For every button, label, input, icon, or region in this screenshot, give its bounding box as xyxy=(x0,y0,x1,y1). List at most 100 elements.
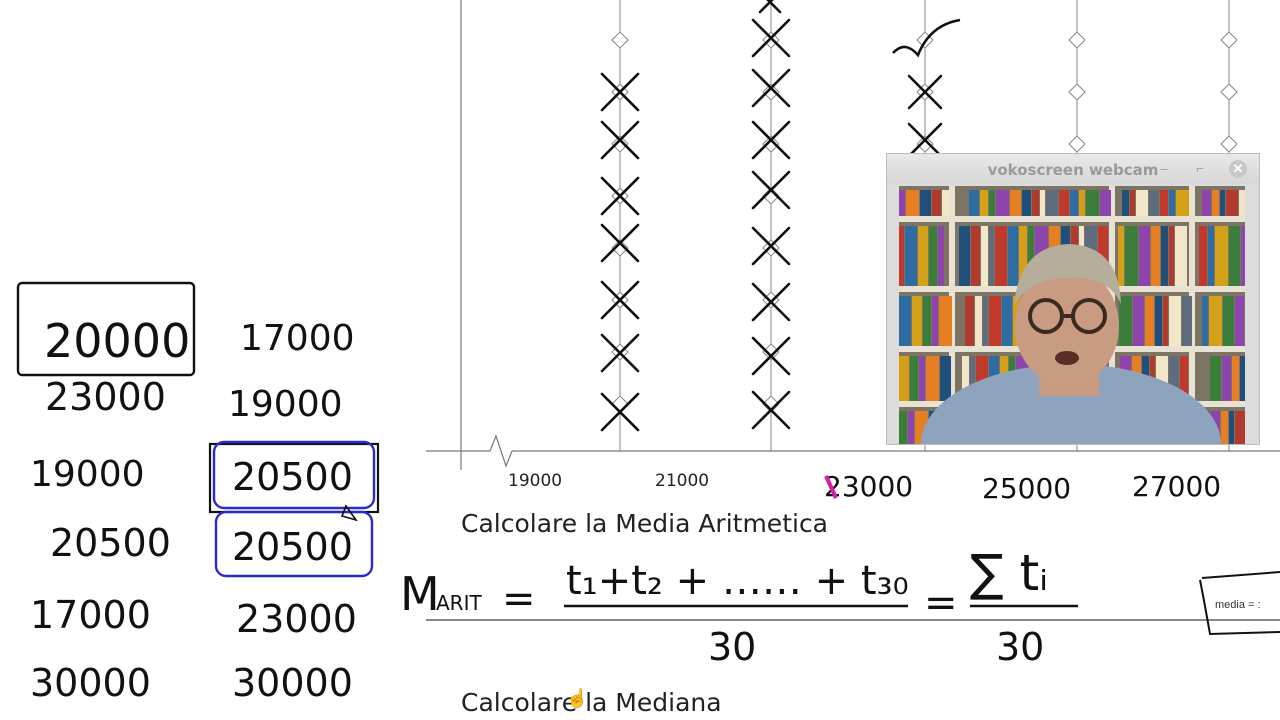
heading-media: Calcolare la Media Aritmetica xyxy=(461,509,829,538)
book xyxy=(1240,356,1245,401)
cross-mark xyxy=(907,122,943,158)
arithmetic-mean-formula: M ARIT = t₁+t₂ + …… + t₃₀ 30 = ∑ tᵢ 30 xyxy=(400,544,1078,669)
book xyxy=(899,356,909,401)
value-col2-5: 23000 xyxy=(236,597,357,641)
book xyxy=(905,226,917,286)
cross-mark xyxy=(751,68,791,108)
cross-mark xyxy=(600,223,640,263)
book xyxy=(965,296,974,346)
book xyxy=(1046,190,1058,216)
minimize-icon[interactable]: – xyxy=(1160,161,1168,176)
cross-mark xyxy=(600,176,640,216)
book xyxy=(1119,296,1132,346)
book xyxy=(959,226,970,286)
book xyxy=(1040,190,1045,216)
book xyxy=(940,356,951,401)
media-box-label: media = : xyxy=(1215,599,1261,611)
cross-mark xyxy=(758,0,782,14)
book xyxy=(989,226,994,286)
book xyxy=(1086,190,1099,216)
book xyxy=(899,411,907,444)
cross-mark xyxy=(600,280,640,320)
diamond-marker xyxy=(1220,135,1238,153)
formula-numerator: t₁+t₂ + …… + t₃₀ xyxy=(566,558,909,604)
box-blue-median-2 xyxy=(214,510,374,578)
book xyxy=(1229,226,1240,286)
book xyxy=(932,296,938,346)
book xyxy=(1155,296,1162,346)
diamond-marker xyxy=(611,135,629,153)
book xyxy=(906,190,919,216)
cross-mark xyxy=(751,390,791,430)
diamond-marker xyxy=(762,31,780,49)
formula-sum-numerator: ∑ tᵢ xyxy=(970,544,1048,602)
media-result-box[interactable]: media = : xyxy=(1207,575,1280,635)
book xyxy=(1139,226,1150,286)
webcam-window[interactable]: vokoscreen webcam – ⌐ ✕ xyxy=(886,153,1260,445)
webcam-titlebar[interactable]: vokoscreen webcam – ⌐ ✕ xyxy=(887,154,1259,184)
x-axis xyxy=(426,434,1280,468)
book xyxy=(929,226,937,286)
book xyxy=(1241,226,1245,286)
book xyxy=(1235,411,1245,444)
book xyxy=(1169,190,1175,216)
cross-mark xyxy=(751,18,791,58)
book xyxy=(938,226,944,286)
cross-marks xyxy=(600,0,943,432)
formula-sum-denominator: 30 xyxy=(996,625,1044,669)
book xyxy=(1019,226,1027,286)
book xyxy=(1125,226,1138,286)
formula-denominator: 30 xyxy=(708,625,756,669)
book xyxy=(1118,226,1124,286)
diamond-marker xyxy=(916,135,934,153)
diamond-marker xyxy=(762,395,780,413)
book xyxy=(989,190,995,216)
book xyxy=(1008,226,1018,286)
cross-mark xyxy=(600,333,640,373)
diamond-marker xyxy=(611,395,629,413)
book xyxy=(980,190,988,216)
diamond-marker xyxy=(1068,83,1086,101)
book xyxy=(1229,411,1234,444)
tick-label-25000: 25000 xyxy=(982,472,1071,505)
cross-mark xyxy=(751,226,791,266)
book xyxy=(981,226,988,286)
restore-icon[interactable]: ⌐ xyxy=(1196,161,1204,176)
webcam-title: vokoscreen webcam xyxy=(987,161,1159,179)
checkmark-annotation xyxy=(892,18,961,58)
book xyxy=(1122,190,1129,216)
book xyxy=(1032,190,1039,216)
book xyxy=(1169,226,1174,286)
cross-mark xyxy=(751,120,791,160)
handwritten-values-col1: 20000 23000 19000 20500 17000 30000 xyxy=(30,314,190,705)
book xyxy=(939,296,952,346)
formula-equals-2: = xyxy=(924,580,958,626)
tick-label-27000: 27000 xyxy=(1132,470,1221,503)
book xyxy=(919,356,925,401)
cross-mark xyxy=(600,392,640,432)
book xyxy=(1220,190,1225,216)
book xyxy=(1182,296,1192,346)
book xyxy=(1209,296,1222,346)
book xyxy=(923,296,931,346)
cross-mark xyxy=(600,72,640,112)
book xyxy=(989,296,1001,346)
book xyxy=(1175,226,1187,286)
formula-equals-1: = xyxy=(502,576,536,622)
book xyxy=(899,296,911,346)
book xyxy=(908,411,914,444)
diamond-marker xyxy=(611,31,629,49)
book xyxy=(1149,190,1159,216)
close-icon[interactable]: ✕ xyxy=(1229,160,1247,178)
pen-cursor xyxy=(340,504,358,522)
book xyxy=(1022,190,1031,216)
book xyxy=(1202,296,1208,346)
book xyxy=(1202,190,1211,216)
value-col2-1: 17000 xyxy=(240,318,355,359)
cross-mark xyxy=(751,336,791,376)
heading-mediana: Calcolare la Mediana xyxy=(461,688,722,717)
book xyxy=(1160,190,1168,216)
diamond-marker xyxy=(1068,31,1086,49)
book xyxy=(975,296,982,346)
